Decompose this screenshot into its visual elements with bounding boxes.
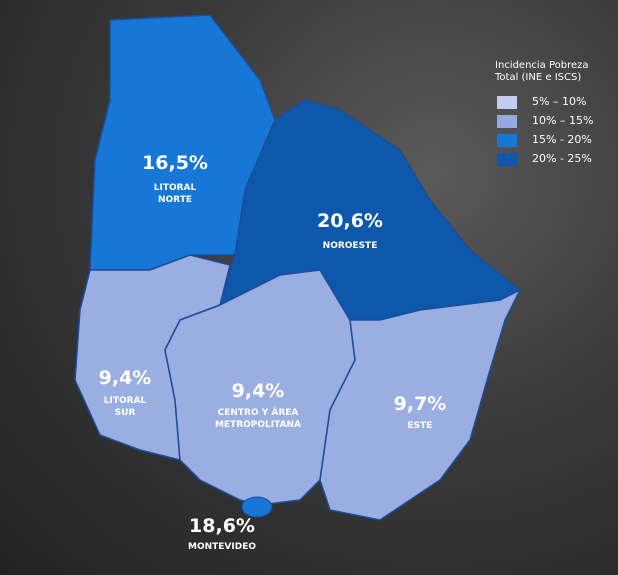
region-value: 9,4%: [98, 367, 152, 389]
region-value: 20,6%: [317, 210, 383, 232]
legend-swatch: [497, 134, 517, 147]
region-value: 9,7%: [393, 393, 447, 415]
legend-label: 5% – 10%: [532, 95, 587, 108]
region-name: LITORAL SUR: [103, 396, 147, 418]
region-name: ESTE: [407, 421, 433, 431]
region-name: LITORAL NORTE: [153, 183, 197, 205]
region-value: 9,4%: [231, 380, 285, 402]
legend-swatch: [497, 96, 517, 109]
region: [241, 496, 273, 518]
region-name: NOROESTE: [322, 241, 378, 251]
legend-label: 20% - 25%: [532, 152, 592, 165]
legend-label: 10% – 15%: [532, 114, 594, 127]
legend-label: 15% - 20%: [532, 133, 592, 146]
region-value: 16,5%: [142, 152, 208, 174]
legend-swatch: [497, 153, 517, 166]
legend-title: Incidencia Pobreza Total (INE e ISCS): [495, 60, 589, 83]
region-name: MONTEVIDEO: [187, 542, 256, 552]
legend-swatch: [497, 115, 517, 128]
region: [89, 14, 276, 271]
region: [164, 269, 356, 506]
region-value: 18,6%: [189, 515, 255, 537]
region: [319, 288, 522, 521]
region-name: CENTRO Y ÁREA METROPOLITANA: [214, 408, 302, 430]
